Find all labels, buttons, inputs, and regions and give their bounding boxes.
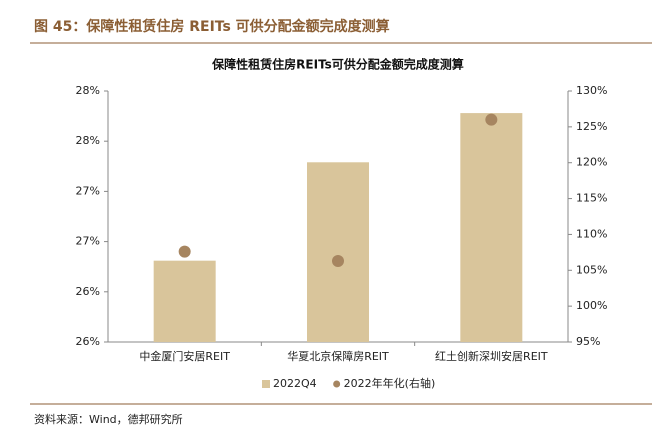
legend-swatch — [333, 380, 341, 388]
legend-swatch — [262, 380, 270, 388]
legend-label: 2022年年化(右轴) — [344, 376, 436, 390]
y-tick-label: 27% — [76, 184, 100, 197]
bar — [153, 260, 216, 342]
y-tick-label: 28% — [76, 84, 100, 97]
header-title: 图 45：保障性租赁住房 REITs 可供分配金额完成度测算 — [34, 18, 390, 35]
x-tick-label: 中金厦门安居REIT — [139, 349, 230, 363]
legend-label: 2022Q4 — [273, 377, 317, 390]
y2-tick-label: 105% — [576, 263, 607, 276]
y2-tick-label: 130% — [576, 84, 607, 97]
y2-tick-label: 100% — [576, 299, 607, 312]
bar — [307, 162, 369, 342]
chart-title: 保障性租赁住房REITs可供分配金额完成度测算 — [211, 57, 464, 72]
bar — [460, 113, 523, 342]
dot — [485, 113, 498, 126]
y-tick-label: 28% — [76, 134, 100, 147]
dot — [332, 254, 344, 267]
y-tick-label: 27% — [76, 235, 100, 248]
y-tick-label: 26% — [76, 285, 100, 298]
y-tick-label: 26% — [76, 335, 100, 348]
dot — [178, 245, 191, 258]
x-tick-label: 华夏北京保障房REIT — [287, 349, 389, 363]
x-tick-label: 红土创新深圳安居REIT — [435, 349, 548, 363]
y2-tick-label: 95% — [576, 335, 600, 348]
y2-tick-label: 115% — [576, 192, 607, 205]
y2-tick-label: 110% — [576, 227, 607, 240]
y2-tick-label: 120% — [576, 156, 607, 169]
y2-tick-label: 125% — [576, 120, 607, 133]
source: 资料来源：Wind，德邦研究所 — [34, 412, 183, 426]
